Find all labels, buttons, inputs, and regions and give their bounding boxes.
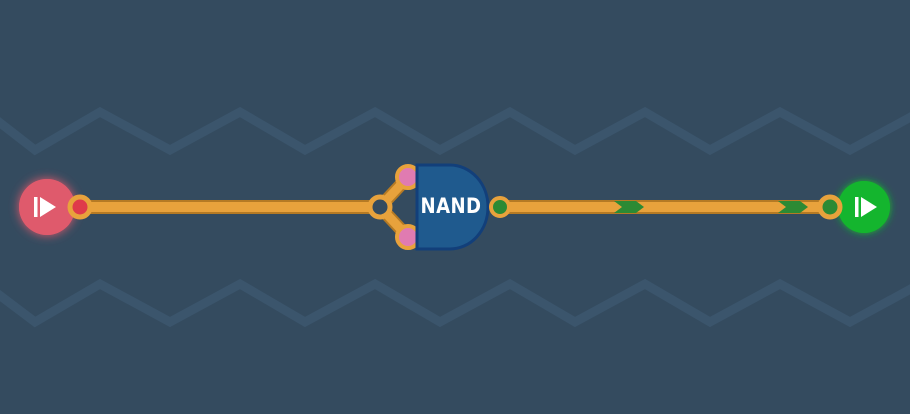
wire-junction-node[interactable] xyxy=(367,194,393,220)
gate-output-port[interactable] xyxy=(489,196,511,218)
signal-arrow-icon xyxy=(778,201,808,213)
output-port[interactable] xyxy=(817,194,843,220)
output-node[interactable] xyxy=(817,181,890,233)
signal-arrow-icon xyxy=(614,201,644,213)
play-icon xyxy=(855,197,877,217)
play-icon xyxy=(34,197,56,217)
input-node[interactable] xyxy=(19,179,93,235)
background-zigzag-top xyxy=(0,106,910,156)
background-zigzag-bottom xyxy=(0,278,910,328)
input-port[interactable] xyxy=(67,194,93,220)
nand-gate[interactable] xyxy=(395,163,511,251)
